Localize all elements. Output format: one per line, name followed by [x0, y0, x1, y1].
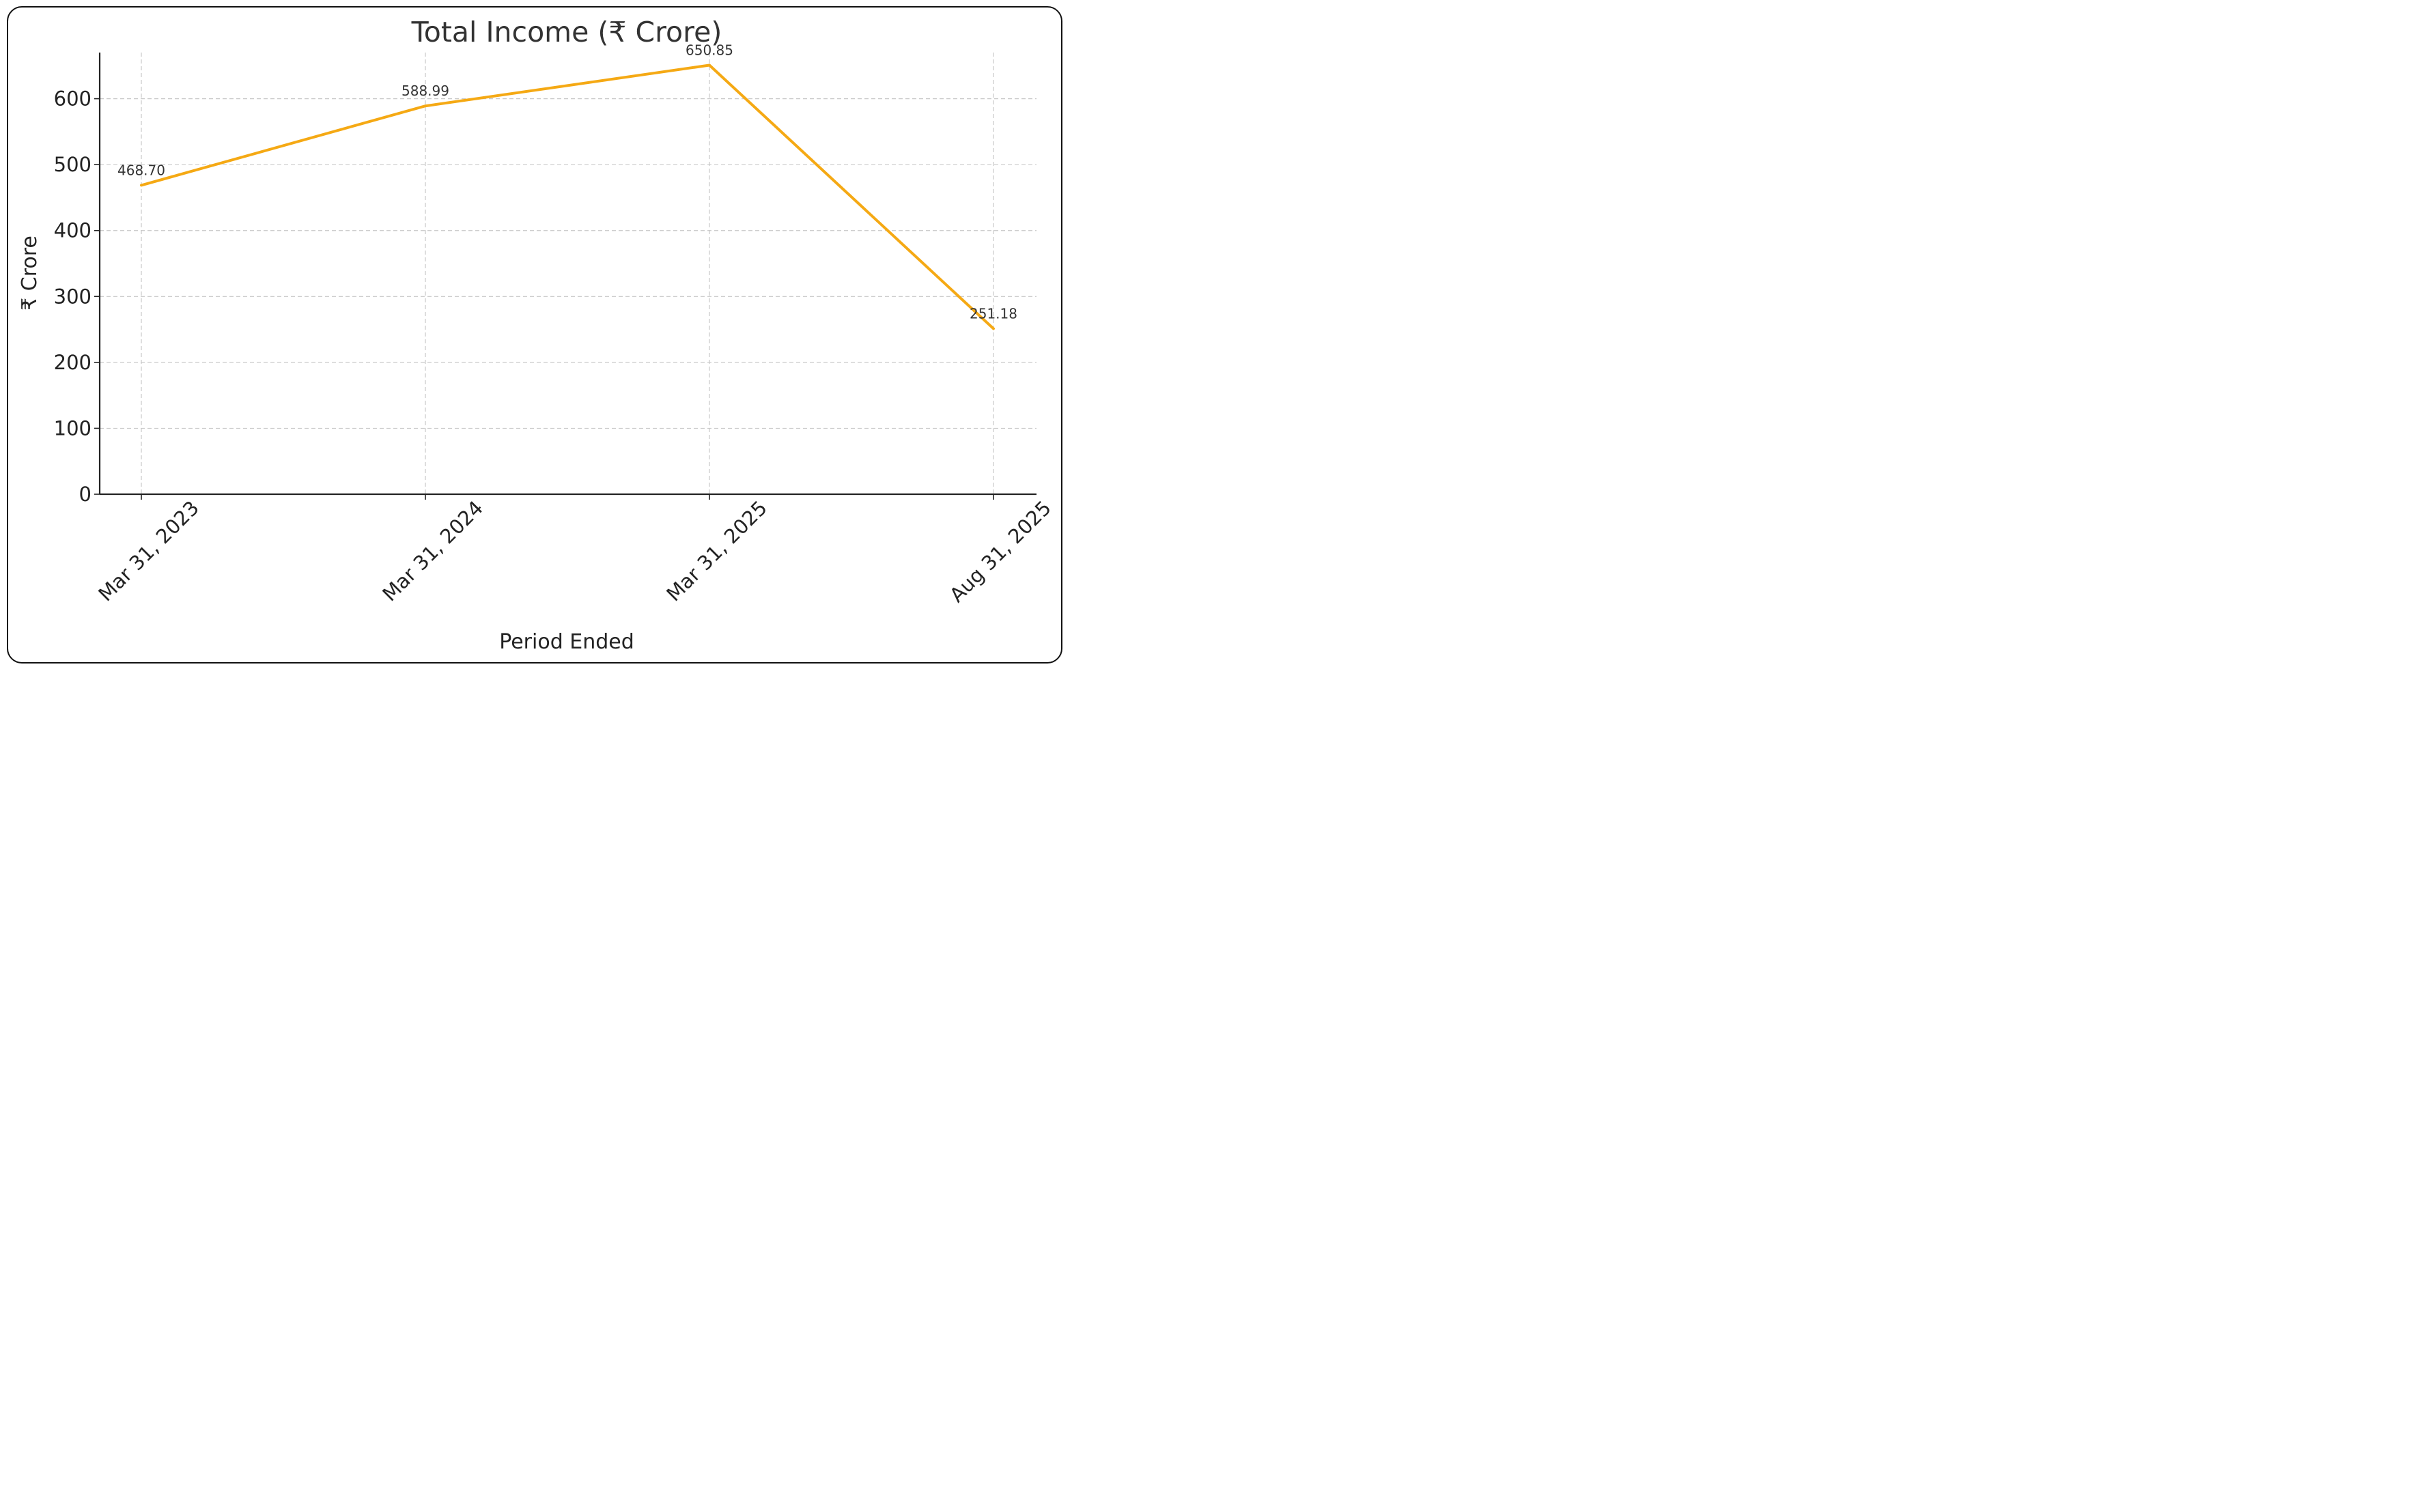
data-labels: 468.70 588.99 650.85 251.18 — [117, 42, 1017, 322]
line-chart: Total Income (₹ Crore) 0 100 200 300 400 500 6… — [18, 16, 1056, 654]
y-tick-label: 400 — [54, 219, 91, 242]
data-label: 588.99 — [401, 83, 449, 99]
y-tick-label: 500 — [54, 153, 91, 176]
y-tick-label: 300 — [54, 285, 91, 308]
chart-frame — [7, 6, 1062, 664]
y-tick-label: 100 — [54, 416, 91, 440]
grid — [100, 53, 1037, 494]
data-label: 650.85 — [686, 42, 733, 58]
y-tick-label: 200 — [54, 351, 91, 374]
series-line — [140, 63, 995, 330]
x-axis-label: Period Ended — [499, 630, 634, 654]
series-total-income — [140, 63, 995, 330]
y-tick-label: 0 — [79, 483, 91, 506]
axes — [98, 53, 1037, 496]
y-axis-label: ₹ Crore — [18, 236, 42, 311]
y-ticks: 0 100 200 300 400 500 600 — [54, 87, 100, 506]
chart-title: Total Income (₹ Crore) — [411, 16, 722, 48]
x-tick-label: Mar 31, 2023 — [94, 496, 203, 606]
x-tick-label: Aug 31, 2025 — [945, 496, 1056, 607]
x-tick-label: Mar 31, 2025 — [662, 496, 772, 606]
x-tick-label: Mar 31, 2024 — [378, 496, 488, 606]
data-label: 468.70 — [117, 162, 165, 178]
y-tick-label: 600 — [54, 87, 91, 111]
data-label: 251.18 — [970, 305, 1017, 322]
x-ticks: Mar 31, 2023 Mar 31, 2024 Mar 31, 2025 Aug … — [94, 494, 1056, 607]
